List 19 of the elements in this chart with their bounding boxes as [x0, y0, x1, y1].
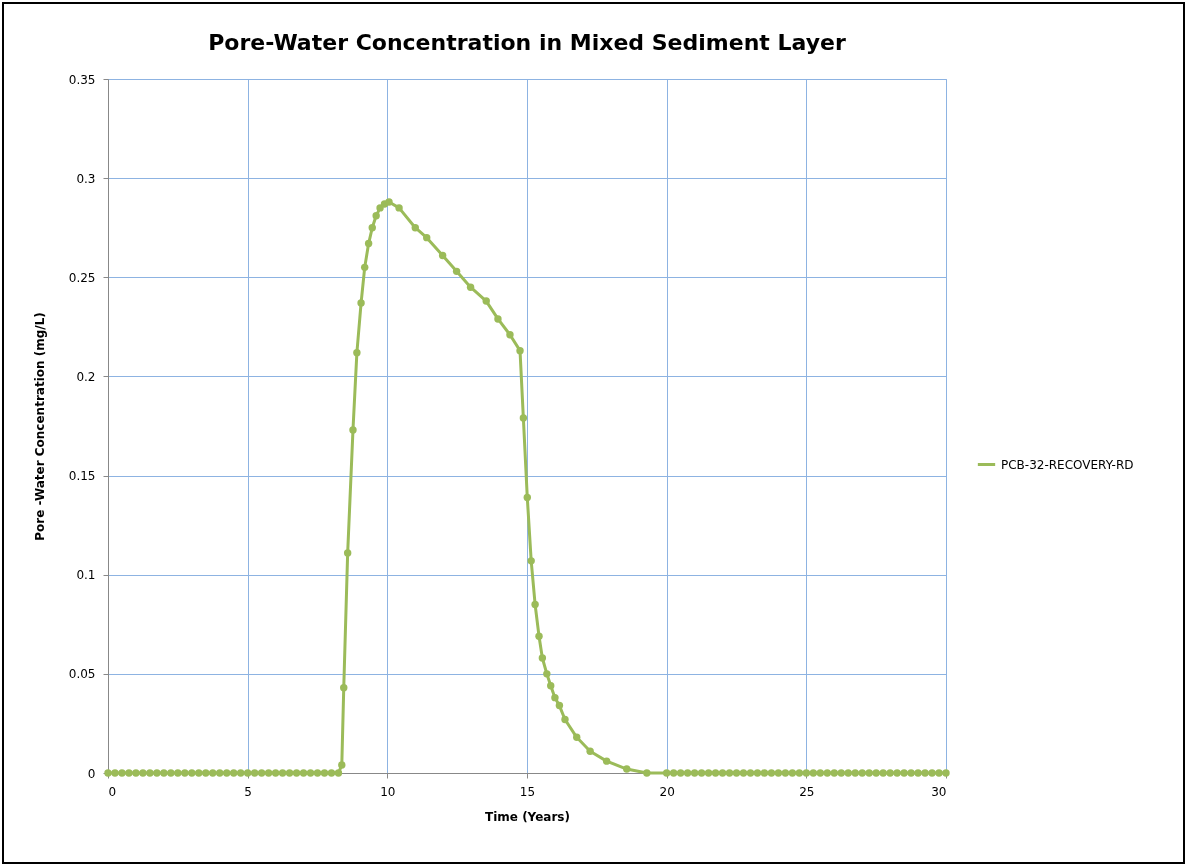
- y-tick-label: 0.35: [68, 72, 96, 87]
- x-tick-label: 30: [931, 784, 947, 799]
- x-tick-label: 0: [108, 784, 117, 799]
- x-tick-label: 20: [659, 784, 675, 799]
- y-tick-label: 0.15: [68, 469, 96, 484]
- chart-title: Pore-Water Concentration in Mixed Sediment Layer: [208, 30, 846, 55]
- x-axis-title: Time (Years): [485, 809, 570, 824]
- x-tick-label: 25: [799, 784, 815, 799]
- y-tick-label: 0: [87, 766, 96, 781]
- y-tick-label: 0.1: [76, 568, 96, 583]
- y-tick-label: 0.2: [76, 369, 96, 384]
- legend-label: PCB-32-RECOVERY-RD: [1001, 457, 1134, 472]
- y-tick-label: 0.05: [68, 667, 96, 682]
- x-tick-label: 15: [519, 784, 536, 799]
- x-tick-label: 10: [380, 784, 396, 799]
- y-tick-label: 0.25: [68, 270, 96, 285]
- y-tick-label: 0.3: [76, 171, 96, 186]
- x-tick-label: 5: [244, 784, 252, 799]
- y-axis-title: Pore -Water Concentration (mg/L): [32, 312, 47, 541]
